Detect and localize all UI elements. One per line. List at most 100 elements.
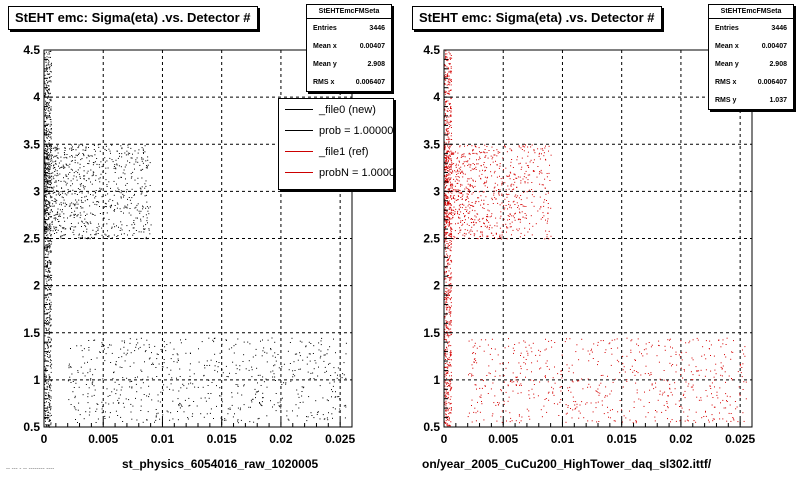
data-point xyxy=(49,53,51,55)
data-point xyxy=(494,154,496,156)
data-point xyxy=(96,163,98,165)
data-point xyxy=(45,120,47,122)
data-point xyxy=(675,403,677,405)
data-point xyxy=(134,350,136,352)
data-point xyxy=(577,380,579,382)
data-point xyxy=(446,196,448,198)
data-point xyxy=(471,364,473,366)
data-point xyxy=(189,375,191,377)
data-point xyxy=(444,144,446,146)
data-point xyxy=(479,411,481,413)
data-point xyxy=(205,400,207,402)
data-point xyxy=(48,193,50,195)
data-point xyxy=(483,162,485,163)
data-point xyxy=(47,88,49,90)
data-point xyxy=(721,368,723,370)
data-point xyxy=(455,223,456,225)
data-point xyxy=(96,227,98,228)
data-point xyxy=(108,236,110,238)
data-point xyxy=(330,375,332,376)
data-point xyxy=(44,156,46,158)
data-point xyxy=(455,200,457,201)
data-point xyxy=(49,93,51,95)
data-point xyxy=(444,379,446,381)
data-point xyxy=(140,169,142,171)
data-point xyxy=(445,168,447,170)
data-point xyxy=(68,363,70,365)
data-point xyxy=(452,153,454,155)
data-point xyxy=(46,312,48,314)
x-tick-label: 0.015 xyxy=(207,432,237,446)
data-point xyxy=(170,383,172,385)
data-point xyxy=(126,183,128,184)
data-point xyxy=(520,420,522,422)
data-point xyxy=(445,414,447,416)
data-point xyxy=(129,381,131,383)
data-point xyxy=(127,234,128,236)
data-point xyxy=(297,393,299,395)
data-point xyxy=(446,346,447,348)
data-point xyxy=(46,206,48,208)
data-point xyxy=(463,213,464,215)
data-point xyxy=(47,182,49,184)
data-point xyxy=(46,182,48,184)
data-point xyxy=(146,238,148,240)
data-point xyxy=(208,379,210,381)
data-point xyxy=(343,362,345,364)
data-point xyxy=(527,165,529,167)
stats-value: 0.006407 xyxy=(757,78,787,86)
data-point xyxy=(328,363,329,365)
data-point xyxy=(445,193,447,195)
data-point xyxy=(46,365,48,367)
data-point xyxy=(445,76,447,78)
data-point xyxy=(206,413,208,415)
right-pad: 0 0.005 0.01 0.015 0.02 0.025 0.5 1 1.5 2 2.5 3 3.5 4… xyxy=(400,0,800,480)
data-point xyxy=(445,186,447,188)
data-point xyxy=(225,365,227,367)
data-point xyxy=(47,347,49,349)
data-point xyxy=(446,221,448,223)
data-point xyxy=(302,359,304,361)
data-point xyxy=(450,352,452,354)
data-point xyxy=(143,152,144,154)
data-point xyxy=(455,189,457,191)
data-point xyxy=(49,115,50,117)
data-point xyxy=(469,164,471,166)
data-point xyxy=(113,167,115,169)
data-point xyxy=(447,292,449,294)
data-point xyxy=(59,213,61,215)
data-point xyxy=(95,175,97,177)
data-point xyxy=(458,205,460,207)
data-point xyxy=(466,223,468,225)
data-point xyxy=(539,158,541,160)
data-point xyxy=(49,195,51,197)
data-point xyxy=(447,75,449,77)
data-point xyxy=(56,157,58,159)
data-point xyxy=(453,153,455,155)
data-point xyxy=(526,408,528,410)
data-point xyxy=(63,166,65,168)
data-point xyxy=(73,387,75,388)
data-point xyxy=(117,415,119,416)
data-point xyxy=(227,413,229,415)
data-point xyxy=(53,191,55,193)
data-point xyxy=(446,101,447,103)
data-point xyxy=(509,421,511,423)
data-point xyxy=(138,348,140,350)
data-point xyxy=(739,395,741,397)
data-point xyxy=(231,347,233,349)
data-point xyxy=(471,145,473,147)
data-point xyxy=(449,299,451,301)
data-point xyxy=(50,305,52,307)
data-point xyxy=(149,233,151,235)
data-point xyxy=(548,391,550,393)
data-point xyxy=(86,231,88,233)
data-point xyxy=(302,387,304,389)
data-point xyxy=(463,232,465,234)
data-point xyxy=(49,405,51,407)
data-point xyxy=(448,417,450,419)
data-point xyxy=(310,412,312,414)
data-point xyxy=(547,218,549,220)
data-point xyxy=(465,199,467,201)
data-point xyxy=(88,349,90,351)
